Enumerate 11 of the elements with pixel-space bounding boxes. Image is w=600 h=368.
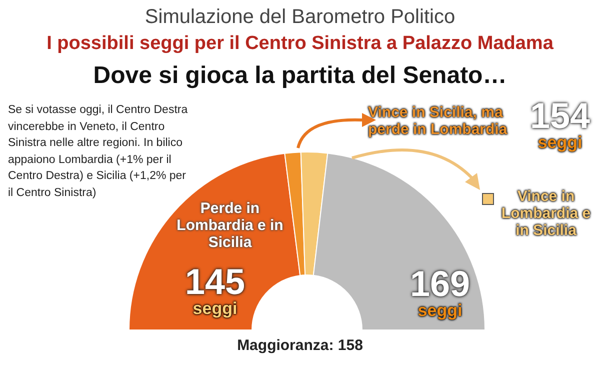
text: Maggioranza: 158 [236,337,364,354]
text: Dove si gioca la partita del Senato… [92,62,508,90]
text: 169 seggi [408,263,472,320]
text: 154 seggi [528,95,592,152]
chart-subtitle: I possibili seggi per il Centro Sinistra a Palazzo Madama [46,33,554,55]
chart-title: Simulazione del Barometro Politico [144,6,456,29]
text: Se si votasse oggi, il Centro Destra vincerebbe in Veneto, il Centro Sinistra nelle altre regioni. In bilico appaiono Lombardia (+1% per il Centro Destra) e Sicilia (+1,2% per il Centro Sinistra) [8,103,189,200]
text: 145 seggi [184,261,246,318]
slice-label: Vince in Sicilia, ma perde in Lombardia [368,104,508,138]
legend-label: Vince in Lombardia e in Sicilia [500,188,592,239]
slice-label: Perde in Lombardia e in Sicilia [176,200,284,251]
